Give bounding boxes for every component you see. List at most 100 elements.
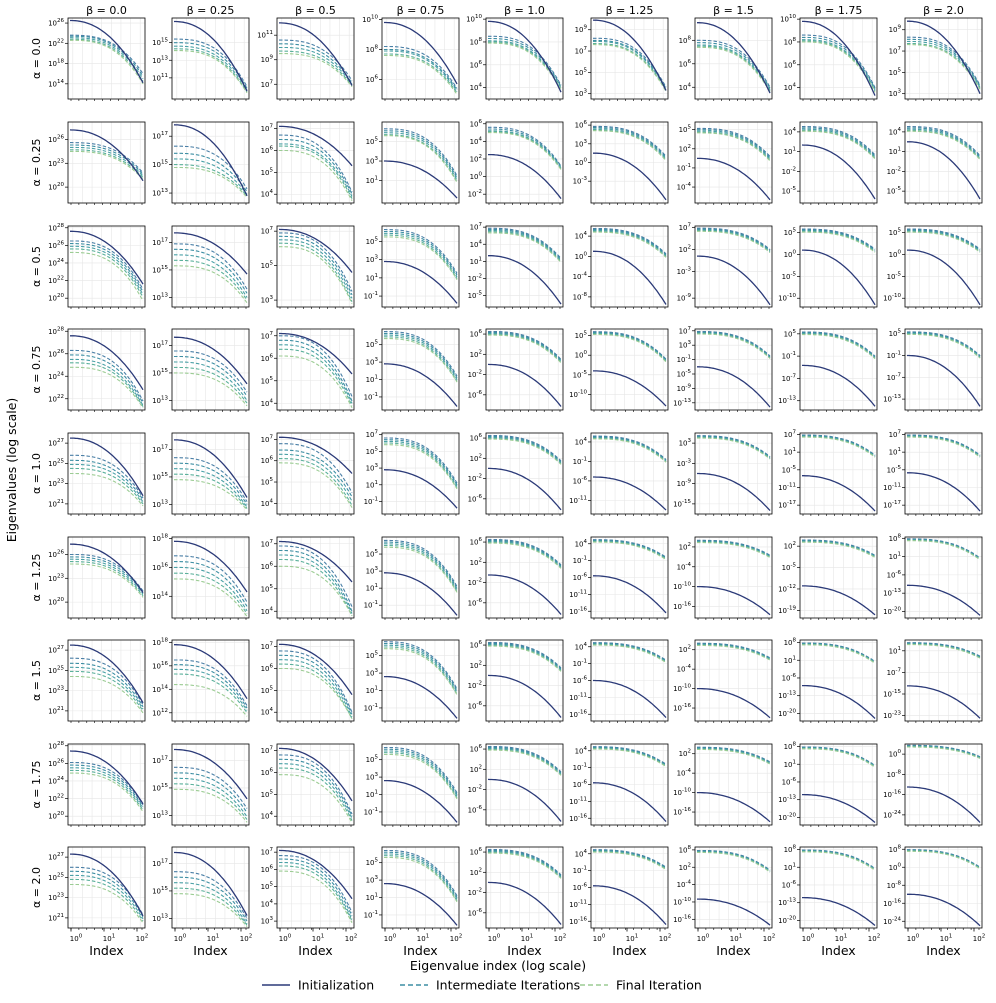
series-intermediate-line bbox=[279, 865, 353, 922]
grid bbox=[68, 122, 145, 203]
y-tick-label: 108 bbox=[784, 845, 797, 855]
panel-x-label: Index bbox=[298, 943, 332, 958]
series-intermediate-line bbox=[384, 439, 458, 486]
series-intermediate-line bbox=[174, 243, 248, 290]
x-tick-label: 101 bbox=[835, 934, 847, 944]
x-tick-label: 100 bbox=[384, 934, 397, 944]
series-intermediate-line bbox=[593, 40, 667, 90]
series-intermediate-line bbox=[802, 849, 876, 870]
series-intermediate-line bbox=[174, 259, 248, 301]
series-intermediate-line bbox=[384, 229, 458, 274]
series-intermediate-line bbox=[384, 851, 458, 898]
x-tick-label: 100 bbox=[697, 934, 710, 944]
series-intermediate-line bbox=[488, 227, 562, 259]
series-initialization-line bbox=[697, 472, 771, 512]
series-intermediate-line bbox=[697, 227, 771, 250]
series-initialization-line bbox=[697, 366, 771, 408]
series-intermediate-line bbox=[279, 659, 353, 717]
y-tick-label: 105 bbox=[261, 584, 274, 594]
panel-x-label: Index bbox=[612, 943, 646, 958]
figure-x-label: Eigenvalue index (log scale) bbox=[410, 958, 586, 973]
panel-frame bbox=[67, 639, 146, 722]
series-final-line bbox=[174, 578, 248, 617]
series-final-line bbox=[907, 540, 981, 561]
panel-frame bbox=[694, 536, 773, 619]
series-intermediate-line bbox=[593, 39, 667, 89]
y-tick-label: 101 bbox=[784, 655, 796, 665]
grid bbox=[591, 122, 668, 203]
series-intermediate-line bbox=[70, 769, 144, 811]
column-title: β = 0.25 bbox=[187, 4, 235, 17]
series-intermediate-line bbox=[802, 128, 876, 158]
y-tick-label: 10-23 bbox=[883, 711, 901, 721]
series-intermediate-line bbox=[593, 436, 667, 461]
panel-frame bbox=[67, 432, 146, 515]
y-tick-label: 103 bbox=[366, 566, 379, 576]
series-intermediate-line bbox=[279, 549, 353, 612]
panel-r6-c4: 106 102 10-2 10-6 bbox=[468, 639, 564, 723]
series-intermediate-line bbox=[174, 473, 248, 509]
series-initialization-line bbox=[279, 125, 353, 167]
y-tick-label: 10-8 bbox=[887, 769, 902, 779]
y-tick-label: 101 bbox=[366, 375, 378, 385]
y-tick-label: 10-20 bbox=[883, 606, 901, 616]
series-intermediate-line bbox=[907, 43, 981, 89]
series-final-line bbox=[488, 334, 562, 364]
series-intermediate-line bbox=[592, 643, 667, 663]
y-tick-label: 100 bbox=[889, 862, 902, 872]
y-tick-label: 1017 bbox=[152, 444, 168, 454]
series-intermediate-line bbox=[279, 239, 353, 299]
panel-r4-c8: 107 101 10-5 10-11 10-17 bbox=[883, 429, 983, 516]
panel-frame bbox=[799, 743, 878, 826]
panel-frame bbox=[67, 225, 146, 308]
series-final-line bbox=[593, 851, 667, 871]
series-final-line bbox=[488, 438, 562, 465]
series-intermediate-line bbox=[907, 745, 981, 758]
grid bbox=[172, 18, 249, 99]
series-intermediate-line bbox=[802, 230, 876, 252]
panel-frame bbox=[799, 121, 878, 204]
series-initialization-line bbox=[279, 643, 353, 696]
panel-frame bbox=[485, 432, 564, 515]
y-tick-label: 1011 bbox=[257, 30, 273, 40]
series-final-line bbox=[593, 541, 667, 561]
y-tick-label: 10-11 bbox=[778, 482, 796, 492]
y-tick-label: 1021 bbox=[48, 499, 64, 509]
y-tick-label: 102 bbox=[470, 867, 482, 877]
panel-r3-c0: 1028 1026 1024 1022 α = 0.75 bbox=[30, 326, 146, 412]
panel-r4-c7: 107 101 10-5 10-11 10-17 bbox=[778, 429, 878, 516]
series-initialization-line bbox=[487, 363, 562, 407]
series-intermediate-line bbox=[384, 130, 458, 178]
y-tick-label: 107 bbox=[889, 429, 902, 439]
row-label: α = 0.0 bbox=[30, 38, 43, 79]
series-intermediate-line bbox=[384, 644, 458, 693]
panel-frame bbox=[171, 639, 250, 722]
panel-r4-c1: 1017 1015 1013 bbox=[152, 432, 250, 516]
series-intermediate-line bbox=[70, 243, 144, 293]
series-intermediate-line bbox=[907, 38, 981, 87]
series-initialization-line bbox=[174, 644, 248, 700]
y-tick-label: 10-1 bbox=[677, 163, 691, 173]
series-intermediate-line bbox=[279, 767, 353, 821]
series-final-line bbox=[593, 44, 667, 92]
grid bbox=[695, 847, 772, 928]
panel-r5-c0: 1026 1023 1020 α = 1.25 bbox=[30, 536, 146, 620]
y-tick-label: 101 bbox=[366, 893, 378, 903]
series-final-line bbox=[802, 231, 876, 253]
series-intermediate-line bbox=[174, 572, 248, 614]
series-intermediate-line bbox=[488, 641, 562, 669]
grid bbox=[486, 537, 563, 618]
series-intermediate-line bbox=[488, 230, 562, 262]
legend-entry: Final Iteration bbox=[580, 978, 702, 993]
series-intermediate-line bbox=[70, 354, 144, 404]
series-intermediate-line bbox=[70, 870, 144, 918]
panel-r5-c2: 107 106 105 104 bbox=[261, 536, 355, 620]
series-intermediate-line bbox=[279, 242, 353, 303]
panel-r8-c7: 108 101 10-6 10-13 10-20 100 101 102 Index bbox=[778, 845, 880, 958]
series-intermediate-line bbox=[70, 761, 144, 806]
y-tick-label: 10-9 bbox=[677, 293, 692, 303]
y-tick-label: 104 bbox=[261, 899, 274, 909]
y-tick-label: 10-15 bbox=[883, 689, 901, 699]
series-final-line bbox=[70, 251, 144, 302]
